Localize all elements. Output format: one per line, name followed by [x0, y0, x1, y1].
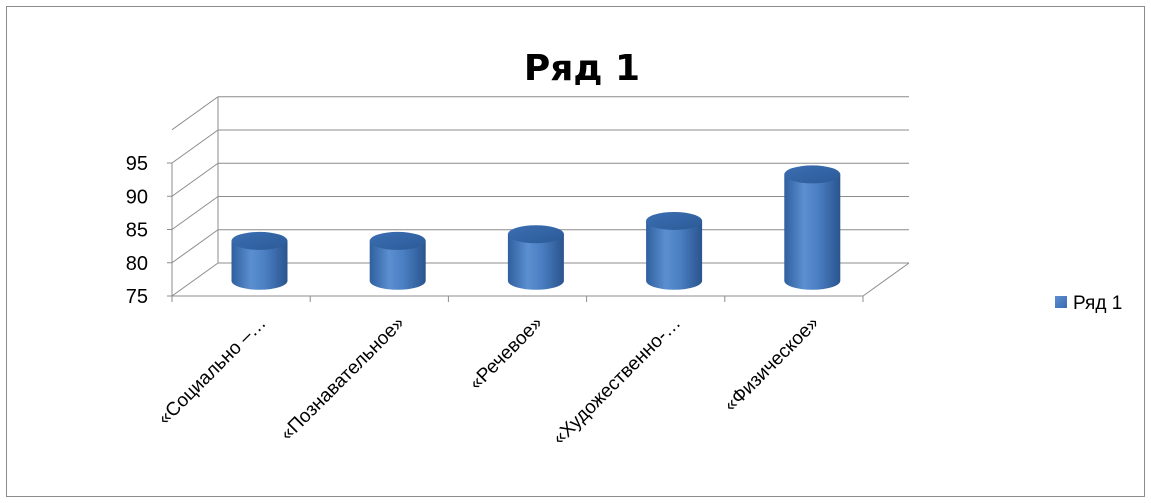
grid-diagonal — [171, 229, 219, 264]
bar — [646, 211, 703, 290]
grid-diagonal — [171, 196, 219, 230]
bar-top — [784, 165, 841, 184]
bar-top — [507, 225, 564, 244]
grid-diagonal — [171, 96, 219, 131]
bars — [231, 165, 841, 290]
bar-body — [231, 240, 288, 290]
bar — [231, 231, 288, 290]
bar-body — [646, 220, 703, 290]
bar-body — [369, 240, 426, 290]
x-tick-label: «Художественно-… — [549, 313, 685, 449]
y-tick-label: 95 — [126, 153, 148, 175]
y-axis-ticks: 75 80 85 90 95 — [126, 153, 864, 308]
grid-diagonal — [171, 262, 219, 297]
grid-diagonal — [171, 129, 219, 164]
x-tick-label: «Физическое» — [720, 313, 823, 416]
x-tick-label: «Речевое» — [465, 313, 547, 395]
x-axis-labels: «Социально –… «Познавательное» «Речевое» «Х… — [154, 313, 823, 449]
x-tick-label: «Социально –… — [154, 313, 271, 430]
legend: Ряд 1 — [1055, 293, 1122, 314]
legend-label: Ряд 1 — [1073, 293, 1122, 314]
y-tick-label: 90 — [126, 186, 148, 208]
bar — [507, 225, 564, 290]
y-tick-label: 75 — [126, 286, 148, 308]
y-tick-label: 80 — [126, 253, 148, 275]
y-tick-label: 85 — [126, 220, 148, 242]
bar-body — [784, 174, 841, 290]
bar-top — [646, 211, 703, 230]
x-tick-label: «Познавательное» — [277, 313, 409, 445]
legend-swatch — [1055, 296, 1067, 308]
grid-diagonal — [171, 162, 219, 197]
chart-title: Ряд 1 — [524, 48, 640, 89]
bar — [369, 231, 426, 290]
bar-top — [369, 231, 426, 250]
bar — [784, 165, 841, 290]
floor-right-edge — [862, 262, 910, 297]
bar-top — [231, 231, 288, 250]
bar-body — [507, 234, 564, 290]
chart-frame — [6, 6, 1145, 497]
